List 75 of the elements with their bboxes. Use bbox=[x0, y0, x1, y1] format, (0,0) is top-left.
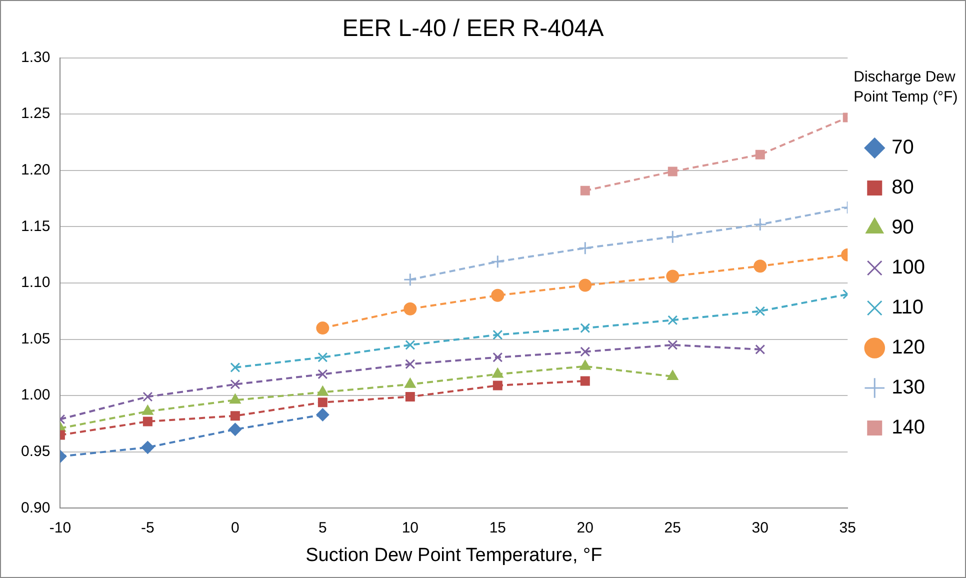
legend-label: 80 bbox=[892, 176, 914, 199]
y-tick-label: 1.15 bbox=[20, 218, 50, 235]
legend-label: 100 bbox=[892, 256, 926, 279]
point bbox=[142, 392, 153, 402]
point bbox=[666, 370, 678, 380]
point bbox=[142, 404, 154, 415]
point bbox=[491, 288, 504, 302]
point bbox=[318, 369, 328, 380]
y-tick-label: 0.90 bbox=[20, 499, 50, 516]
point bbox=[578, 241, 592, 255]
point bbox=[578, 278, 592, 292]
point bbox=[754, 260, 767, 273]
y-tick-label: 1.10 bbox=[20, 274, 50, 292]
point bbox=[405, 392, 415, 402]
point bbox=[492, 380, 502, 390]
point bbox=[755, 344, 766, 354]
point bbox=[230, 411, 240, 421]
point bbox=[228, 422, 242, 436]
point bbox=[753, 218, 767, 232]
point bbox=[404, 302, 417, 316]
x-tick-label: 15 bbox=[489, 519, 506, 536]
legend-title: Discharge Dew Point Temp (°F) bbox=[854, 68, 958, 106]
x-tick-label: 25 bbox=[664, 519, 681, 536]
point bbox=[316, 322, 330, 335]
point bbox=[405, 359, 416, 370]
point bbox=[755, 306, 766, 316]
x-tick-label: 35 bbox=[839, 519, 856, 536]
point bbox=[405, 340, 416, 350]
y-tick-label: 1.05 bbox=[20, 330, 50, 348]
y-tick-label: 1.30 bbox=[20, 48, 50, 66]
legend-label: 110 bbox=[892, 296, 924, 319]
point bbox=[668, 315, 678, 326]
point bbox=[141, 440, 154, 454]
legend-label: 130 bbox=[892, 376, 926, 399]
legend-label: 120 bbox=[892, 336, 926, 359]
y-tick-label: 1.25 bbox=[20, 105, 50, 122]
y-tick-label: 0.95 bbox=[20, 443, 50, 460]
point bbox=[316, 408, 330, 422]
point bbox=[668, 340, 678, 350]
legend-label: 70 bbox=[892, 136, 914, 159]
point bbox=[229, 394, 241, 404]
point bbox=[230, 379, 240, 390]
point bbox=[318, 398, 328, 408]
point bbox=[666, 230, 680, 244]
point bbox=[318, 352, 328, 362]
point bbox=[404, 378, 416, 388]
point bbox=[580, 376, 590, 386]
point bbox=[492, 330, 503, 340]
point bbox=[579, 360, 591, 370]
point bbox=[230, 362, 240, 372]
point bbox=[142, 416, 152, 426]
x-tick-label: -10 bbox=[49, 519, 72, 536]
point bbox=[492, 368, 504, 378]
y-tick-label: 1.00 bbox=[20, 386, 50, 404]
point bbox=[580, 346, 590, 357]
point bbox=[403, 272, 417, 286]
x-tick-label: 10 bbox=[402, 519, 419, 536]
point bbox=[492, 352, 503, 362]
x-tick-label: 30 bbox=[752, 519, 768, 536]
point bbox=[755, 150, 765, 160]
point bbox=[490, 254, 504, 268]
y-tick-label: 1.20 bbox=[20, 162, 50, 179]
legend-label: 140 bbox=[892, 416, 926, 439]
x-tick-label: 20 bbox=[576, 519, 594, 536]
x-tick-label: 0 bbox=[231, 519, 240, 536]
point bbox=[668, 166, 678, 176]
chart-title: EER L-40 / EER R-404A bbox=[342, 15, 604, 42]
point bbox=[580, 323, 590, 334]
x-axis-title: Suction Dew Point Temperature, °F bbox=[306, 544, 602, 566]
point bbox=[316, 386, 328, 396]
x-tick-label: 5 bbox=[318, 519, 327, 536]
x-tick-label: -5 bbox=[141, 519, 154, 536]
point bbox=[666, 270, 680, 283]
point bbox=[580, 186, 590, 196]
legend-label: 90 bbox=[892, 216, 914, 239]
